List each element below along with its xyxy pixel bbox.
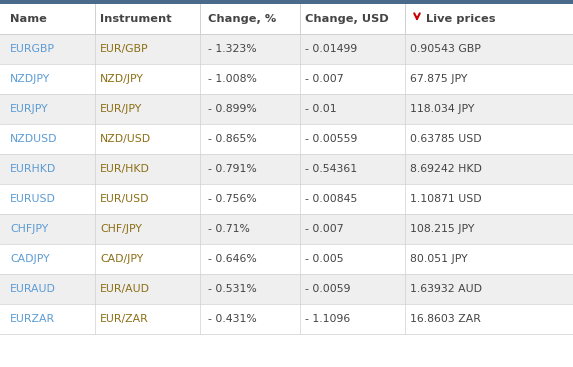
Text: EURJPY: EURJPY xyxy=(10,104,49,114)
Text: - 0.791%: - 0.791% xyxy=(208,164,257,174)
Text: - 0.646%: - 0.646% xyxy=(208,254,257,264)
Text: CADJPY: CADJPY xyxy=(10,254,50,264)
Text: EURUSD: EURUSD xyxy=(10,194,56,204)
Text: EUR/HKD: EUR/HKD xyxy=(100,164,150,174)
Text: - 1.1096: - 1.1096 xyxy=(305,314,350,324)
Text: NZDUSD: NZDUSD xyxy=(10,134,57,144)
Text: 8.69242 HKD: 8.69242 HKD xyxy=(410,164,482,174)
Bar xyxy=(0,214,573,244)
Text: EURGBP: EURGBP xyxy=(10,44,55,54)
Bar xyxy=(0,304,573,334)
Text: - 0.00559: - 0.00559 xyxy=(305,134,358,144)
Bar xyxy=(0,64,573,94)
Bar xyxy=(0,124,573,154)
Text: Name: Name xyxy=(10,14,47,24)
Text: - 0.0059: - 0.0059 xyxy=(305,284,351,294)
Text: NZD/JPY: NZD/JPY xyxy=(100,74,144,84)
Text: 67.875 JPY: 67.875 JPY xyxy=(410,74,468,84)
Text: EUR/GBP: EUR/GBP xyxy=(100,44,148,54)
Bar xyxy=(0,0,573,4)
Text: 118.034 JPY: 118.034 JPY xyxy=(410,104,474,114)
Bar xyxy=(0,184,573,214)
Bar xyxy=(0,154,573,184)
Text: - 0.005: - 0.005 xyxy=(305,254,344,264)
Bar xyxy=(0,274,573,304)
Text: - 0.007: - 0.007 xyxy=(305,74,344,84)
Text: EUR/USD: EUR/USD xyxy=(100,194,150,204)
Text: - 0.899%: - 0.899% xyxy=(208,104,257,114)
Bar xyxy=(0,94,573,124)
Text: - 0.01499: - 0.01499 xyxy=(305,44,357,54)
Text: - 1.008%: - 1.008% xyxy=(208,74,257,84)
Text: CAD/JPY: CAD/JPY xyxy=(100,254,143,264)
Text: Change, USD: Change, USD xyxy=(305,14,388,24)
Text: - 0.431%: - 0.431% xyxy=(208,314,257,324)
Text: Change, %: Change, % xyxy=(208,14,276,24)
Bar xyxy=(0,34,573,64)
Text: NZDJPY: NZDJPY xyxy=(10,74,50,84)
Text: - 0.756%: - 0.756% xyxy=(208,194,257,204)
Text: 1.63932 AUD: 1.63932 AUD xyxy=(410,284,482,294)
Text: - 0.865%: - 0.865% xyxy=(208,134,257,144)
Text: - 0.71%: - 0.71% xyxy=(208,224,250,234)
Text: CHFJPY: CHFJPY xyxy=(10,224,48,234)
Text: EURHKD: EURHKD xyxy=(10,164,56,174)
Text: NZD/USD: NZD/USD xyxy=(100,134,151,144)
Text: 80.051 JPY: 80.051 JPY xyxy=(410,254,468,264)
Text: EURZAR: EURZAR xyxy=(10,314,55,324)
Text: 16.8603 ZAR: 16.8603 ZAR xyxy=(410,314,481,324)
Text: - 0.531%: - 0.531% xyxy=(208,284,257,294)
Text: EUR/ZAR: EUR/ZAR xyxy=(100,314,149,324)
Text: - 0.54361: - 0.54361 xyxy=(305,164,357,174)
Text: 0.90543 GBP: 0.90543 GBP xyxy=(410,44,481,54)
Text: EURAUD: EURAUD xyxy=(10,284,56,294)
Text: EUR/AUD: EUR/AUD xyxy=(100,284,150,294)
Text: 1.10871 USD: 1.10871 USD xyxy=(410,194,482,204)
Text: 0.63785 USD: 0.63785 USD xyxy=(410,134,482,144)
Text: - 0.01: - 0.01 xyxy=(305,104,336,114)
Text: - 0.007: - 0.007 xyxy=(305,224,344,234)
Text: - 1.323%: - 1.323% xyxy=(208,44,257,54)
Text: - 0.00845: - 0.00845 xyxy=(305,194,358,204)
Text: CHF/JPY: CHF/JPY xyxy=(100,224,142,234)
Text: Instrument: Instrument xyxy=(100,14,172,24)
Text: Live prices: Live prices xyxy=(426,14,496,24)
Text: 108.215 JPY: 108.215 JPY xyxy=(410,224,474,234)
Text: EUR/JPY: EUR/JPY xyxy=(100,104,142,114)
Bar xyxy=(0,244,573,274)
Bar xyxy=(0,4,573,34)
